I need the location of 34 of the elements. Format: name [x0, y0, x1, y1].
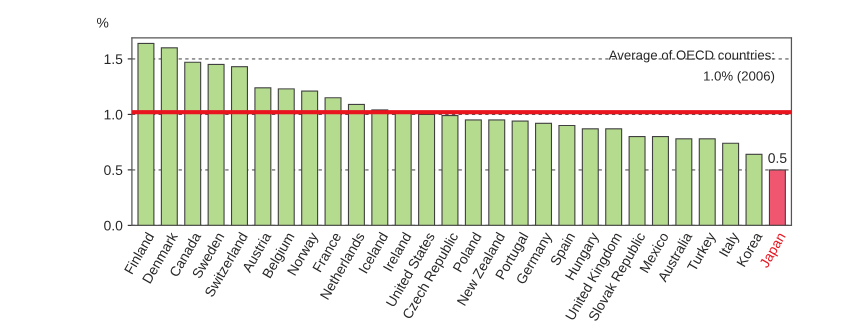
bar [675, 138, 692, 226]
bar [768, 169, 786, 226]
bar [160, 47, 178, 226]
bar [137, 42, 154, 226]
bar [628, 136, 646, 226]
bar [746, 154, 763, 226]
bar [488, 119, 506, 226]
bar [254, 87, 272, 226]
bar [184, 62, 202, 226]
bar [278, 88, 295, 226]
y-axis-title: % [96, 18, 108, 28]
bar [464, 119, 482, 226]
y-tick-label: 1.5 [104, 54, 122, 64]
bar [208, 64, 225, 226]
bar [535, 122, 552, 226]
y-tick-label: 1.0 [104, 110, 122, 120]
bar [512, 120, 529, 226]
bar [301, 90, 318, 226]
bar [698, 138, 716, 226]
bar [230, 66, 248, 226]
bar [371, 109, 388, 226]
bar [348, 104, 365, 226]
bar [441, 114, 458, 226]
bar [722, 142, 740, 226]
bar [324, 97, 342, 226]
bar [582, 128, 599, 226]
y-tick-label: 0.5 [104, 165, 122, 176]
bar [558, 124, 576, 226]
bar [605, 128, 622, 226]
data-label: 0.5 [768, 153, 786, 163]
ref-line-label: Average of OECD countries: 1.0% (2006) [608, 50, 774, 84]
y-tick-label: 0.0 [104, 220, 122, 231]
bar [418, 114, 436, 226]
bar [652, 136, 669, 226]
